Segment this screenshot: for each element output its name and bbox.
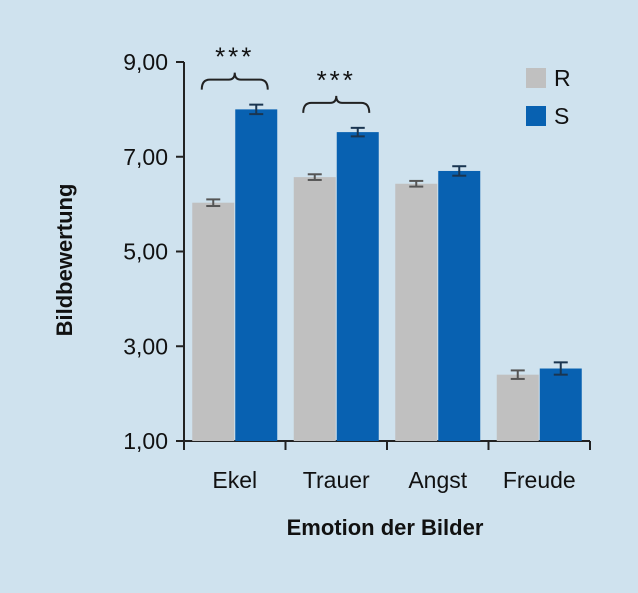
x-axis-title: Emotion der Bilder [287,515,484,540]
bar-s-trauer [336,132,379,442]
significance-bracket [302,95,371,113]
y-tick-label: 1,00 [123,428,168,454]
significance-markers: *** *** [200,42,371,113]
legend: RS [526,65,571,129]
legend-label-r: R [554,65,571,91]
y-tick-label: 9,00 [123,49,168,75]
legend-swatch-r [526,68,546,88]
y-tick-label: 7,00 [123,144,168,170]
significance-label: *** [215,42,254,72]
bar-r-trauer [293,177,336,441]
x-tick-label: Trauer [303,467,370,493]
significance-label: *** [317,65,356,95]
bar-r-angst [395,183,438,441]
legend-swatch-s [526,106,546,126]
bar-s-ekel [235,109,278,441]
legend-label-s: S [554,103,569,129]
y-tick-label: 5,00 [123,239,168,265]
y-tick-label: 3,00 [123,333,168,359]
bar-s-freude [539,368,582,441]
axes: 1,00 3,00 5,00 7,00 9,00 Ekel Trauer Angst Freud… [123,49,591,493]
bar-s-angst [438,170,481,441]
significance-bracket [200,72,269,90]
bars [192,103,582,442]
x-tick-label: Freude [503,467,576,493]
bar-r-ekel [192,202,235,441]
y-axis-title: Bildbewertung [52,184,77,337]
bar-r-freude [496,374,539,441]
x-tick-label: Angst [408,467,467,493]
x-tick-label: Ekel [212,467,257,493]
